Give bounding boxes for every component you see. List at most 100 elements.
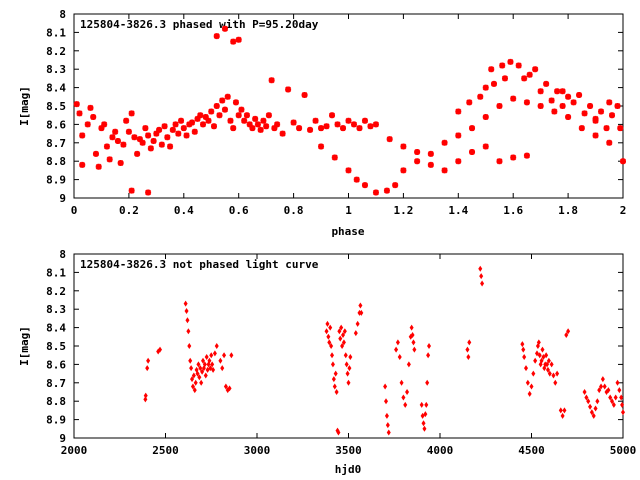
data-point-diamond [339, 324, 344, 331]
data-point-diamond [143, 396, 148, 403]
data-point-star [510, 154, 517, 161]
data-point-star [123, 117, 130, 124]
data-point-diamond [588, 403, 593, 410]
data-point-diamond [326, 333, 331, 340]
data-point-star [180, 125, 187, 132]
unphased-panel: 125804-3826.3 not phased light curve hjd… [18, 248, 636, 476]
y-tick-label: 8.7 [46, 377, 66, 390]
data-point-diamond [599, 383, 604, 390]
data-point-diamond [183, 300, 188, 307]
data-point-diamond [425, 379, 430, 386]
data-point-diamond [358, 302, 363, 309]
data-point-diamond [422, 425, 427, 432]
data-point-star [466, 99, 473, 106]
data-point-star [617, 125, 624, 132]
x-tick-label: 0 [71, 204, 78, 217]
data-point-diamond [527, 390, 532, 397]
data-point-diamond [229, 352, 234, 359]
data-point-diamond [403, 401, 408, 408]
data-point-diamond [409, 324, 414, 331]
data-point-diamond [189, 365, 194, 372]
data-point-star [455, 108, 462, 115]
data-point-star [210, 123, 218, 130]
data-point-star [120, 141, 127, 148]
data-point-star [191, 128, 198, 135]
unphased-axis-ticks: 2000 2500 3000 3500 4000 4500 5000 8 8.1 8.2 8.3 8.… [46, 248, 636, 457]
data-point-diamond [344, 361, 349, 368]
data-point-star [208, 108, 215, 115]
data-point-diamond [185, 317, 190, 324]
data-point-star [469, 125, 476, 132]
data-point-star [285, 86, 292, 93]
data-point-diamond [423, 411, 428, 418]
data-point-star [537, 102, 544, 110]
data-point-star [249, 125, 256, 132]
data-point-star [79, 132, 86, 139]
data-point-diamond [399, 379, 404, 386]
data-point-diamond [190, 383, 195, 390]
data-point-diamond [384, 412, 389, 419]
data-point-star [469, 148, 476, 156]
data-point-star [515, 62, 522, 69]
data-point-diamond [202, 361, 207, 368]
data-point-star [526, 71, 533, 78]
data-point-star [230, 125, 237, 132]
data-point-diamond [613, 394, 618, 401]
data-point-diamond [353, 330, 358, 337]
data-point-diamond [184, 308, 189, 315]
data-point-star [490, 80, 497, 87]
data-point-diamond [411, 339, 416, 346]
data-point-diamond [549, 361, 554, 368]
data-point-diamond [610, 398, 615, 405]
data-point-diamond [347, 365, 352, 372]
data-point-star [128, 187, 135, 194]
phased-title: 125804-3826.3 phased with P=95.20day [80, 18, 319, 31]
data-point-star [301, 91, 308, 98]
data-point-diamond [212, 350, 217, 357]
data-point-diamond [385, 422, 390, 429]
data-point-diamond [611, 401, 616, 408]
data-point-star [246, 121, 253, 128]
data-point-diamond [478, 265, 483, 272]
data-point-diamond [332, 383, 337, 390]
data-point-star [455, 132, 462, 139]
data-point-star [263, 123, 270, 130]
data-point-star [455, 158, 462, 165]
data-point-diamond [338, 335, 343, 342]
data-point-star [510, 95, 517, 102]
data-point-diamond [617, 387, 622, 394]
data-point-diamond [334, 389, 339, 395]
data-point-diamond [600, 376, 605, 383]
data-point-star [482, 143, 489, 150]
data-point-star [318, 143, 325, 150]
x-tick-label: 1.2 [393, 204, 413, 217]
y-tick-label: 8.6 [46, 118, 66, 131]
x-tick-label: 4500 [518, 444, 545, 457]
data-point-star [427, 150, 434, 157]
data-point-diamond [348, 354, 353, 361]
data-point-diamond [427, 343, 432, 349]
data-point-diamond [340, 343, 345, 349]
data-point-diamond [467, 339, 472, 346]
data-point-star [427, 161, 434, 168]
data-point-diamond [621, 409, 625, 416]
x-tick-label: 2500 [152, 444, 179, 457]
x-tick-label: 0.2 [119, 204, 139, 217]
data-point-diamond [586, 398, 591, 405]
data-point-diamond [211, 366, 216, 373]
data-point-diamond [341, 331, 346, 338]
data-point-diamond [397, 354, 402, 361]
data-point-diamond [346, 379, 351, 386]
data-point-diamond [553, 379, 558, 386]
data-point-star [603, 125, 610, 132]
data-point-star [202, 114, 209, 121]
data-point-diamond [597, 387, 602, 394]
data-point-diamond [521, 346, 526, 353]
data-point-star [334, 121, 341, 128]
data-point-star [507, 58, 514, 65]
data-point-diamond [220, 365, 225, 372]
data-point-diamond [330, 352, 335, 359]
data-point-diamond [465, 346, 470, 353]
data-point-diamond [615, 379, 620, 386]
